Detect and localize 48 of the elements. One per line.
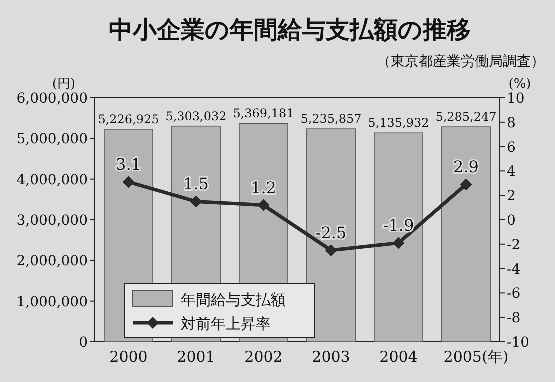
- chart-title: 中小企業の年間給与支払額の推移: [109, 15, 471, 44]
- x-tick-label: 2005(年): [444, 348, 509, 366]
- y-tick-label: 1,000,000: [16, 294, 88, 310]
- point: [190, 196, 202, 208]
- y-tick-label: 2,000,000: [16, 254, 88, 270]
- y-tick-label: 3,000,000: [16, 213, 88, 229]
- x-tick-label: 2000: [110, 348, 148, 366]
- data-label: 5,303,032: [166, 109, 227, 124]
- y2-axis-title: (%): [508, 77, 532, 92]
- y2-tick-label: -6: [507, 286, 521, 302]
- y-tick-label: 0: [79, 335, 88, 351]
- point: [325, 244, 338, 256]
- y2-tick-label: -2: [507, 237, 521, 254]
- point: [122, 176, 135, 188]
- y2-tick-label: -10: [507, 335, 530, 351]
- legend-label: 対前年上昇率: [181, 315, 271, 333]
- y2-tick-label: 0: [507, 213, 516, 229]
- data-label: 5,235,857: [300, 112, 362, 126]
- y2-tick-label: -8: [507, 310, 521, 327]
- data-label: 1.5: [184, 174, 209, 194]
- data-label: -2.5: [316, 224, 347, 242]
- point: [258, 199, 270, 212]
- y2-tick-label: 2: [507, 188, 516, 205]
- point: [392, 237, 405, 250]
- data-label: 1.2: [251, 178, 276, 198]
- y2-tick-label: 8: [507, 115, 516, 132]
- data-label: 5,285,247: [436, 110, 497, 124]
- y2-tick-label: 10: [507, 91, 525, 107]
- y-tick-label: 5,000,000: [16, 132, 88, 148]
- point: [460, 178, 472, 191]
- y-axis-title: (円): [52, 77, 76, 92]
- y2-tick-label: 6: [507, 140, 516, 156]
- data-label: -1.9: [383, 216, 414, 236]
- x-tick-label: 2003: [312, 348, 350, 366]
- x-tick-label: 2002: [244, 348, 283, 366]
- x-tick-label: 2001: [177, 348, 216, 366]
- y2-tick-label: -4: [507, 262, 521, 278]
- y-tick-label: 4,000,000: [16, 172, 88, 188]
- data-label: 5,369,181: [233, 106, 294, 121]
- data-label: 2.9: [454, 158, 479, 177]
- data-label: 5,135,932: [368, 116, 430, 130]
- data-label: 5,226,925: [98, 112, 160, 126]
- y-tick-label: 6,000,000: [16, 91, 88, 107]
- legend-label: 年間給与支払額: [181, 291, 286, 309]
- data-label: 3.1: [116, 155, 142, 174]
- chart-subtitle: （東京都産業労働局調査）: [377, 54, 545, 70]
- x-tick-label: 2004: [380, 348, 418, 366]
- y2-tick-label: 4: [507, 164, 516, 180]
